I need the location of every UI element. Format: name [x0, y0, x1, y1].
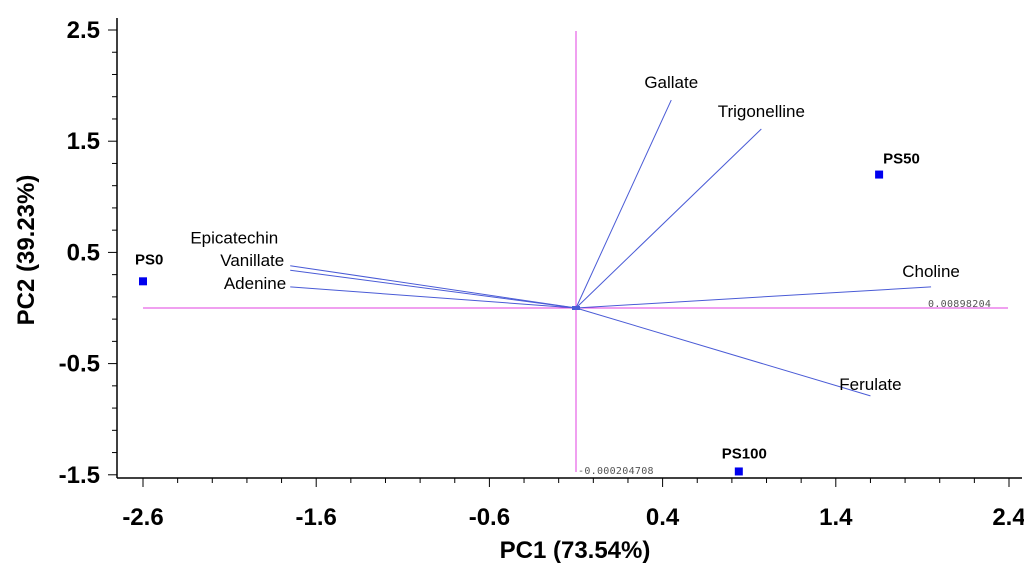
sample-label-ps0: PS0 [135, 251, 163, 268]
y-tick-label: 2.5 [67, 17, 100, 44]
sample-point-ps50 [875, 170, 884, 179]
sample-point-ps0 [139, 277, 147, 286]
loading-label-vanillate: Vanillate [220, 251, 284, 270]
sample-label-ps50: PS50 [883, 151, 920, 168]
vertical-reference-label: -0.000204708 [578, 466, 654, 477]
loading-label-adenine: Adenine [224, 274, 286, 293]
loading-vector-gallate [575, 99, 672, 309]
loading-vector-vanillate [290, 269, 577, 309]
y-tick-label: -0.5 [59, 351, 100, 378]
loading-vector-adenine [290, 286, 577, 309]
loading-vector-choline [575, 286, 932, 309]
loading-label-ferulate: Ferulate [839, 375, 901, 394]
y-tick-label: -1.5 [59, 462, 100, 489]
x-tick-label: -2.6 [122, 504, 163, 531]
horizontal-reference-label: 0.00898204 [928, 299, 991, 310]
y-tick-label: 0.5 [67, 239, 100, 266]
x-tick-label: -0.6 [469, 504, 510, 531]
loading-label-trigonelline: Trigonelline [718, 102, 805, 121]
x-tick-label: -1.6 [296, 504, 337, 531]
x-tick-label: 1.4 [819, 504, 853, 531]
sample-label-ps100: PS100 [722, 445, 767, 462]
x-tick-label: 2.4 [992, 504, 1024, 531]
loading-label-gallate: Gallate [644, 73, 698, 92]
loading-vector-epicatechin [290, 265, 577, 309]
loading-vector-trigonelline [575, 128, 762, 309]
y-tick-label: 1.5 [67, 128, 100, 155]
y-axis-title: PC2 (39.23%) [13, 175, 40, 326]
origin-marker [572, 306, 580, 310]
x-tick-label: 0.4 [646, 504, 680, 531]
x-axis-title: PC1 (73.54%) [500, 537, 651, 564]
axes: 2.5 1.5 0.5 -0.5 -1.5 -2.6 -1.6 -0.6 0.4 1.4 2.4 [59, 17, 1024, 531]
sample-points: PS0 PS50 PS100 [135, 151, 920, 476]
sample-point-ps100 [734, 467, 743, 476]
loading-label-choline: Choline [902, 262, 960, 281]
loading-label-epicatechin: Epicatechin [190, 229, 278, 248]
loading-vector-ferulate [575, 307, 871, 397]
loading-vectors: Gallate Trigonelline Epicatechin Vanillate A… [190, 73, 960, 397]
